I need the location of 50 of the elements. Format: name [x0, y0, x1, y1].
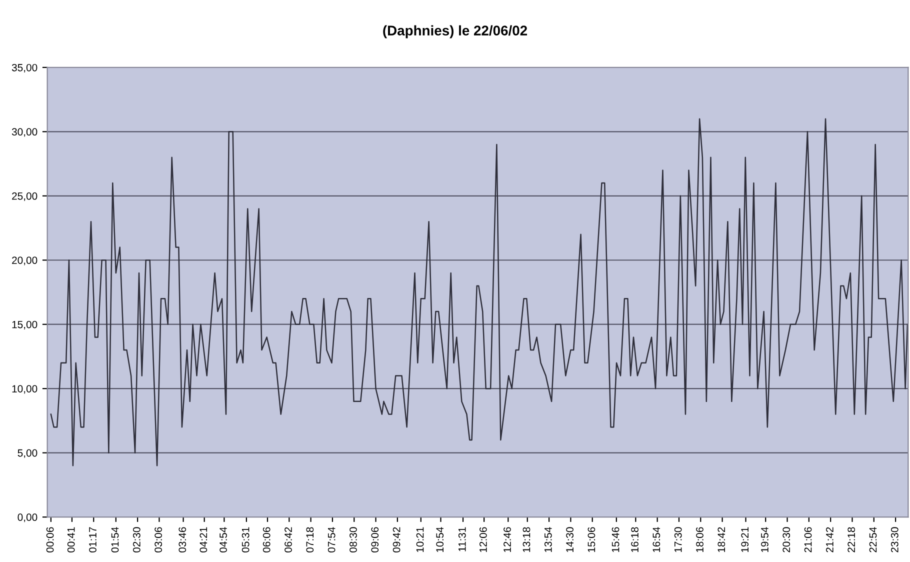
x-tick-label: 12:06: [479, 527, 487, 552]
x-tick-label: 17:30: [674, 527, 682, 552]
x-tick-label: 13:54: [544, 527, 552, 552]
x-tick-label: 19:54: [761, 527, 768, 552]
x-tick-label: 21:42: [826, 527, 834, 552]
x-tick-label: 21:06: [804, 527, 812, 552]
x-tick-label: 22:54: [869, 527, 877, 552]
y-tick-label: 25,00: [12, 192, 38, 202]
y-tick-label: 15,00: [12, 320, 38, 330]
y-tick-label: 0,00: [18, 514, 38, 522]
x-tick-label: 02:30: [132, 527, 140, 552]
x-tick-label: 14:30: [566, 527, 574, 552]
x-tick-label: 11:31: [458, 527, 466, 552]
chart-title: (Daphnies) le 22/06/02: [383, 25, 528, 38]
x-tick-label: 09:42: [392, 527, 400, 552]
x-tick-label: 16:18: [631, 527, 638, 552]
x-tick-label: 06:06: [262, 527, 270, 552]
x-tick-label: 23:30: [890, 527, 898, 552]
x-tick-label: 15:06: [588, 527, 596, 552]
y-tick-label: 35,00: [12, 64, 38, 73]
x-tick-label: 04:54: [220, 527, 227, 552]
x-tick-label: 19:21: [741, 527, 749, 552]
x-tick-label: 03:06: [154, 527, 162, 552]
x-tick-label: 03:46: [178, 527, 186, 552]
x-tick-label: 10:54: [436, 527, 444, 552]
x-tick-label: 10:21: [416, 527, 424, 552]
y-tick-label: 30,00: [12, 128, 38, 137]
x-tick-label: 22:18: [848, 527, 856, 552]
x-tick-label: 09:06: [371, 527, 379, 552]
x-tick-label: 16:54: [652, 527, 660, 552]
x-tick-label: 00:06: [46, 527, 54, 552]
y-tick-label: 10,00: [12, 385, 38, 394]
x-tick-label: 18:42: [718, 527, 726, 552]
x-tick-label: 01:17: [89, 527, 96, 552]
x-tick-label: 04:21: [200, 527, 208, 552]
y-tick-label: 5,00: [18, 449, 38, 458]
x-tick-label: 00:41: [67, 527, 75, 552]
x-tick-label: 20:30: [782, 527, 790, 552]
x-tick-label: 15:46: [612, 527, 620, 552]
x-tick-label: 13:18: [522, 527, 530, 552]
x-tick-label: 05:31: [242, 527, 250, 552]
x-tick-label: 08:30: [350, 527, 357, 552]
y-tick-label: 20,00: [12, 256, 38, 266]
x-tick-label: 07:18: [306, 527, 314, 552]
x-tick-label: 12:46: [504, 527, 511, 552]
x-tick-label: 07:54: [328, 527, 336, 552]
x-tick-label: 01:54: [111, 527, 119, 552]
x-tick-label: 06:42: [284, 527, 292, 552]
x-tick-label: 18:06: [696, 527, 704, 552]
line-series: [50, 118, 908, 466]
